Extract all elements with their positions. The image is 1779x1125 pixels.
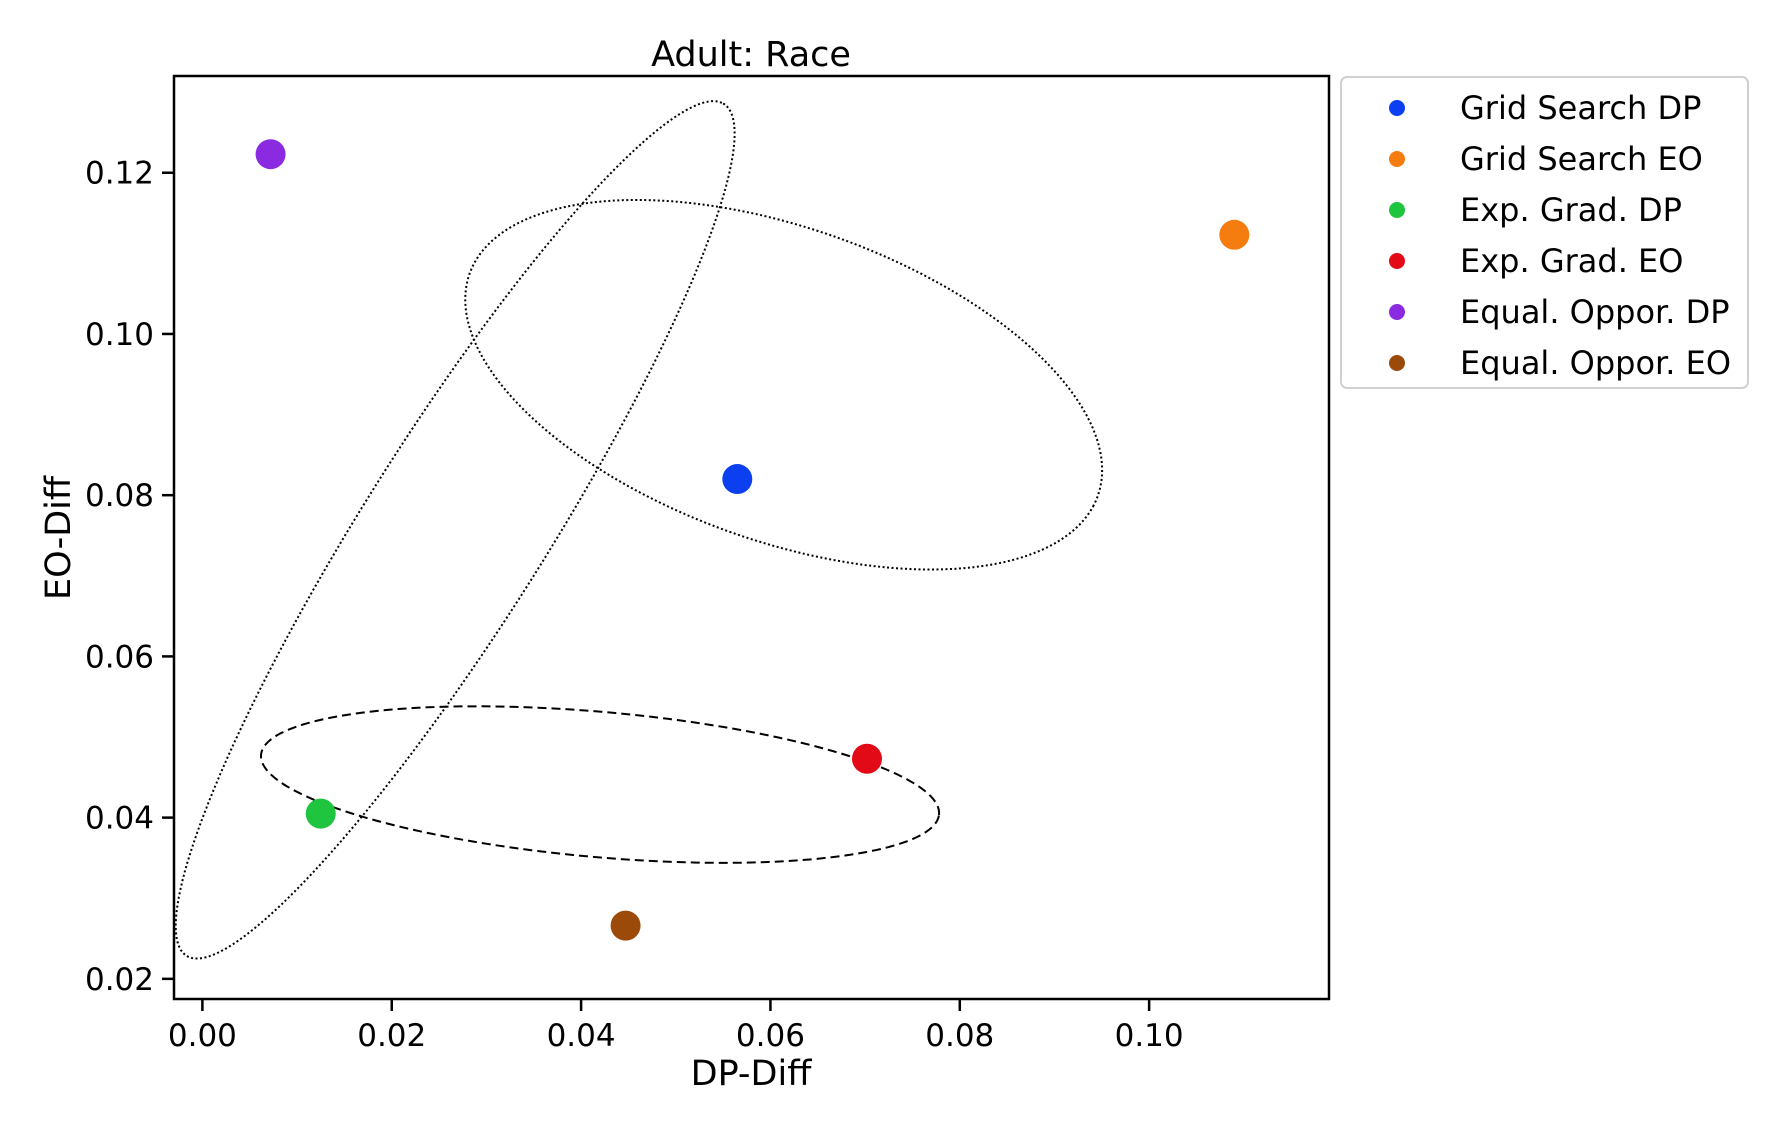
y-tick-label: 0.06 xyxy=(85,639,154,675)
legend-marker-grid-search-dp xyxy=(1389,100,1405,116)
legend-marker-exp-grad-eo xyxy=(1389,253,1405,269)
point-equal-oppor-eo xyxy=(610,910,641,941)
legend-label-equal-oppor-eo: Equal. Oppor. EO xyxy=(1460,344,1731,382)
x-tick-label: 0.10 xyxy=(1115,1018,1184,1054)
legend-marker-exp-grad-dp xyxy=(1389,202,1405,218)
point-grid-search-dp xyxy=(722,464,753,495)
plot-frame xyxy=(172,74,1331,1001)
x-axis-title: DP-Diff xyxy=(691,1054,813,1094)
y-axis-title: EO-Diff xyxy=(39,475,79,600)
legend: Grid Search DP Grid Search EO Exp. Grad. D… xyxy=(1340,76,1749,389)
legend-marker-equal-oppor-eo xyxy=(1389,355,1405,371)
x-tick-label: 0.06 xyxy=(736,1018,805,1054)
legend-label-exp-grad-eo: Exp. Grad. EO xyxy=(1460,242,1683,280)
point-equal-oppor-dp xyxy=(255,139,286,170)
chart-title: Adult: Race xyxy=(651,35,851,75)
y-tick-label: 0.02 xyxy=(85,962,154,998)
data-points xyxy=(255,139,1250,941)
dotted-ellipse xyxy=(464,198,1104,571)
legend-label-exp-grad-dp: Exp. Grad. DP xyxy=(1460,191,1682,229)
legend-marker-equal-oppor-dp xyxy=(1389,304,1405,320)
legend-label-grid-search-dp: Grid Search DP xyxy=(1460,89,1701,127)
x-tick-label: 0.08 xyxy=(925,1018,994,1054)
annotation-ellipses xyxy=(174,100,1104,960)
point-grid-search-eo xyxy=(1219,219,1250,250)
x-tick-label: 0.00 xyxy=(168,1018,237,1054)
x-tick-label: 0.02 xyxy=(357,1018,426,1054)
legend-label-grid-search-eo: Grid Search EO xyxy=(1460,140,1703,178)
y-tick-label: 0.12 xyxy=(85,156,154,192)
x-tick-label: 0.04 xyxy=(547,1018,616,1054)
dotted-ellipse xyxy=(174,100,736,960)
legend-frame xyxy=(1340,76,1749,389)
y-tick-label: 0.08 xyxy=(85,478,154,514)
x-axis-ticks: 0.00 0.02 0.04 0.06 0.08 0.10 xyxy=(168,999,1184,1054)
y-tick-label: 0.04 xyxy=(85,801,154,837)
y-tick-label: 0.10 xyxy=(85,317,154,353)
legend-label-equal-oppor-dp: Equal. Oppor. DP xyxy=(1460,293,1730,331)
point-exp-grad-eo xyxy=(852,743,882,774)
y-axis-ticks: 0.02 0.04 0.06 0.08 0.10 0.12 xyxy=(85,156,174,998)
point-exp-grad-dp xyxy=(305,798,336,829)
dashed-ellipse xyxy=(259,705,941,864)
legend-marker-grid-search-eo xyxy=(1389,151,1405,167)
